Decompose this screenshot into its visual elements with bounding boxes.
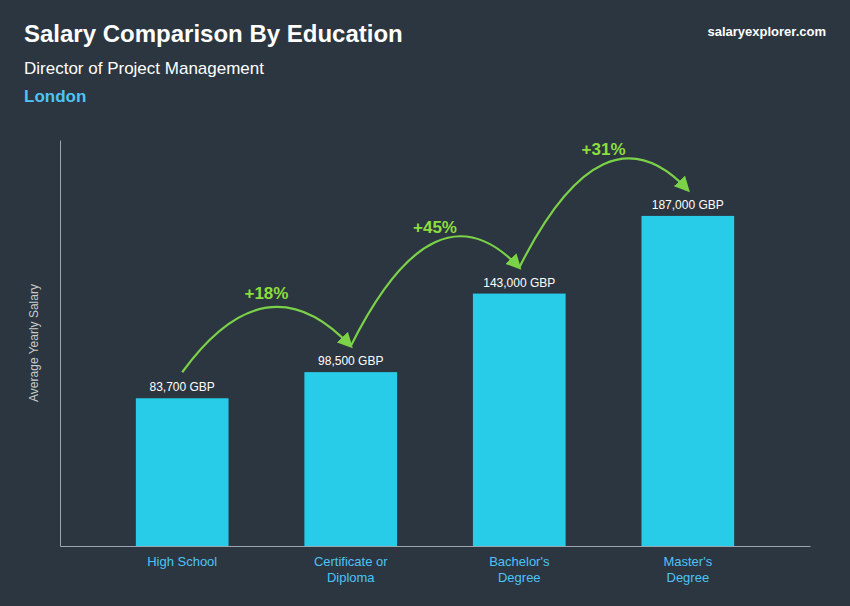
data-label: 98,500 GBP [318,354,383,368]
growth-arrow [182,307,351,372]
data-labels: 83,700 GBP 98,500 GBP 143,000 GBP 187,000 G… [149,198,723,394]
plot-area: High School Certificate orDiploma Bachelor… [27,140,811,584]
x-tick: Certificate orDiploma [314,554,388,585]
data-label: 143,000 GBP [483,276,555,290]
x-tick-label-line: Degree [498,570,541,585]
x-tick-label: High School [147,554,217,569]
x-tick: Bachelor'sDegree [489,554,550,585]
y-axis-title: Average Yearly Salary [27,284,41,402]
chart-container: Salary Comparison By Education Director o… [0,0,850,606]
growth-label: +45% [413,218,457,237]
x-tick-label-line: Bachelor's [489,554,550,569]
growth-arrow [351,236,520,346]
chart-svg: Salary Comparison By Education Director o… [0,0,850,606]
x-tick-label-line: Diploma [327,570,375,585]
background [0,0,850,606]
data-label: 187,000 GBP [652,198,724,212]
x-tick-label-line: High School [147,554,217,569]
bar [641,216,734,546]
x-tick: High School [147,554,217,569]
watermark: salaryexplorer.com [707,24,826,39]
x-tick-label: Certificate orDiploma [314,554,388,585]
x-axis-line [61,546,811,547]
bar [473,294,566,546]
bar [304,372,397,546]
y-axis [60,141,61,547]
x-tick-label-line: Certificate or [314,554,388,569]
x-tick-label: Bachelor'sDegree [489,554,550,585]
x-tick: Master'sDegree [663,554,712,585]
subtitle: Director of Project Management [24,59,264,78]
x-axis: High School Certificate orDiploma Bachelor… [61,547,811,585]
growth-label: +18% [244,284,288,303]
growth-arrow [519,158,688,267]
bar [136,398,229,546]
x-tick-label-line: Degree [666,570,709,585]
x-tick-label: Master'sDegree [663,554,712,585]
y-axis-line [60,141,61,547]
title: Salary Comparison By Education [24,20,403,47]
growth-label: +31% [582,140,626,159]
location: London [24,87,86,106]
growth-arrows: +18% +45% +31% [182,140,688,372]
bars [136,216,734,546]
data-label: 83,700 GBP [149,380,214,394]
x-tick-label-line: Master's [663,554,712,569]
